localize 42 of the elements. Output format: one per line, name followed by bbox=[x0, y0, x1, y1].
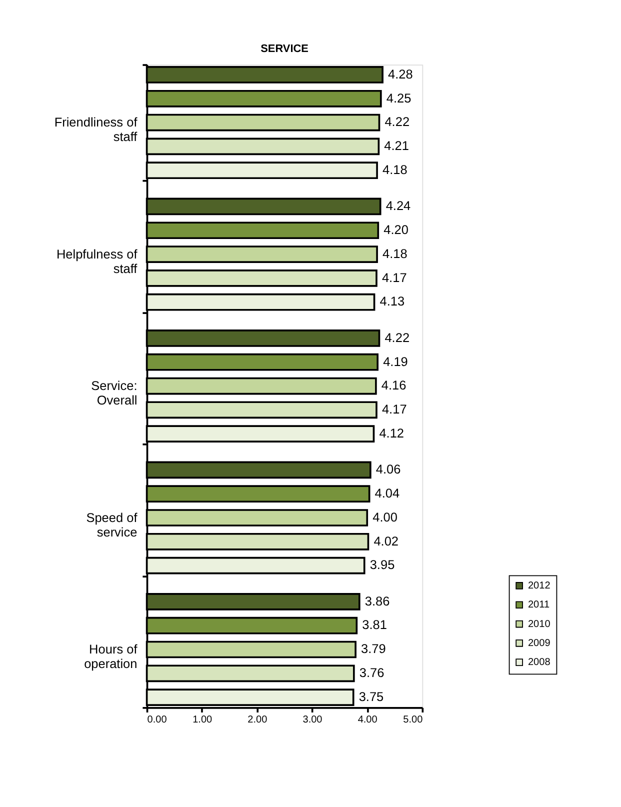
data-label: 4.22 bbox=[384, 330, 410, 345]
data-label: 4.00 bbox=[372, 509, 398, 524]
data-label: 3.75 bbox=[358, 688, 384, 704]
y-tick-label: Hours of operation bbox=[84, 642, 138, 672]
data-label: 4.17 bbox=[382, 402, 407, 417]
data-label: 4.25 bbox=[386, 90, 412, 106]
data-label: 4.18 bbox=[382, 246, 408, 261]
data-label: 4.02 bbox=[374, 533, 399, 548]
data-label: 4.22 bbox=[384, 114, 410, 130]
data-label: 3.95 bbox=[370, 557, 395, 572]
x-tick-label: 4.00 bbox=[358, 714, 378, 726]
legend-label: 2011 bbox=[528, 600, 550, 611]
y-tick-label: Speed of service bbox=[86, 510, 138, 540]
data-label: 4.19 bbox=[383, 354, 408, 369]
legend-label: 2012 bbox=[528, 580, 551, 592]
data-label: 4.13 bbox=[380, 294, 405, 309]
legend-label: 2010 bbox=[528, 618, 551, 630]
y-tick-label: Service: Overall bbox=[91, 378, 138, 408]
legend-label: 2008 bbox=[528, 657, 551, 668]
data-label: 3.76 bbox=[359, 665, 384, 680]
data-label: 4.04 bbox=[374, 486, 400, 500]
legend-label: 2009 bbox=[528, 638, 551, 649]
x-tick-label: 5.00 bbox=[403, 714, 424, 726]
data-label: 3.79 bbox=[361, 641, 386, 656]
data-label: 4.06 bbox=[376, 462, 401, 477]
data-label: 4.17 bbox=[382, 270, 407, 285]
data-label: 3.81 bbox=[362, 617, 387, 632]
y-tick-label: Helpfulness of staff bbox=[56, 246, 138, 276]
data-label: 4.28 bbox=[388, 66, 413, 82]
data-label: 4.18 bbox=[382, 162, 408, 177]
x-tick-label: 2.00 bbox=[248, 714, 268, 726]
chart-title: SERVICE bbox=[260, 42, 308, 55]
data-label: 4.20 bbox=[384, 222, 408, 238]
x-tick-label: 1.00 bbox=[192, 714, 213, 726]
x-tick-label: 0.00 bbox=[147, 714, 168, 726]
data-label: 4.24 bbox=[386, 198, 411, 214]
data-label: 4.21 bbox=[384, 138, 409, 154]
y-tick-label: Friendliness of staff bbox=[54, 114, 138, 144]
data-label: 4.16 bbox=[381, 378, 406, 393]
data-label: 4.12 bbox=[379, 425, 404, 440]
data-label: 3.86 bbox=[364, 593, 390, 608]
x-tick-label: 3.00 bbox=[302, 714, 323, 726]
